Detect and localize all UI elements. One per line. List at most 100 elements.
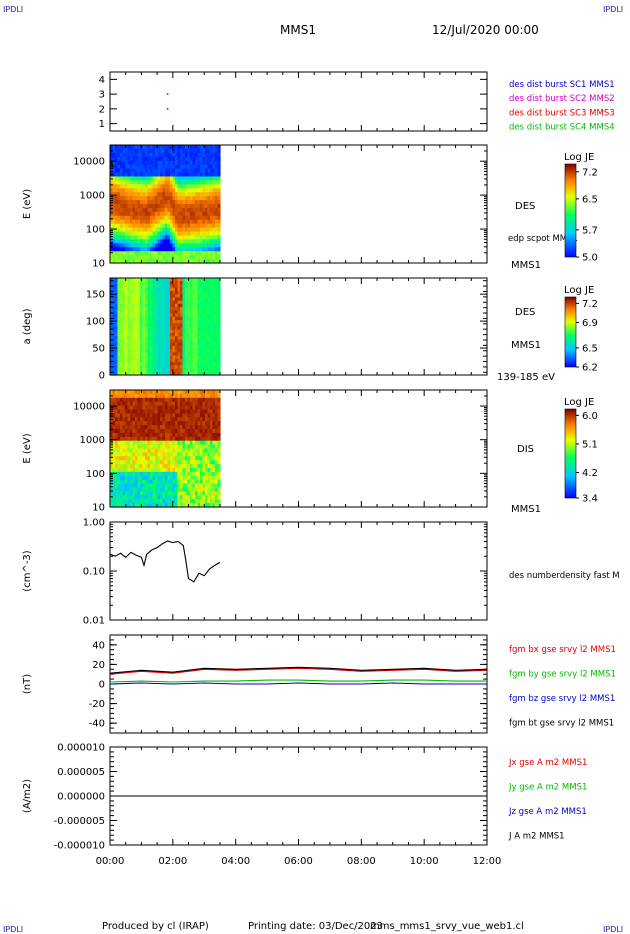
heatmap-cell <box>174 281 179 286</box>
heatmap-cell <box>122 336 126 341</box>
heatmap-cell <box>187 310 191 315</box>
heatmap-cell <box>129 188 134 193</box>
heatmap-cell <box>192 200 196 205</box>
heatmap-cell <box>167 352 171 357</box>
heatmap-cell <box>152 432 156 438</box>
heatmap-cell <box>122 247 126 252</box>
heatmap-cell <box>159 326 164 331</box>
heatmap-cell <box>184 172 189 178</box>
heatmap-cell <box>122 255 126 260</box>
heatmap-cell <box>164 421 169 426</box>
heatmap-cell <box>139 471 144 477</box>
heatmap-cell <box>207 152 211 158</box>
heatmap-cell <box>147 200 151 205</box>
heatmap-cell <box>189 251 194 256</box>
heatmap-cell <box>189 239 194 244</box>
heatmap-cell <box>177 281 181 286</box>
heatmap-cell <box>167 436 171 442</box>
heatmap-cell <box>179 215 184 221</box>
heatmap-cell <box>174 287 179 292</box>
heatmap-cell <box>127 184 131 189</box>
heatmap-cell <box>117 164 121 170</box>
heatmap-cell <box>132 164 136 170</box>
heatmap-cell <box>152 320 156 324</box>
heatmap-cell <box>202 417 206 422</box>
heatmap-cell <box>192 460 196 465</box>
heatmap-cell <box>154 444 159 450</box>
heatmap-cell <box>117 196 121 201</box>
heatmap-cell <box>117 294 121 298</box>
heatmap-cell <box>124 184 129 189</box>
heatmap-cell <box>112 329 116 334</box>
heatmap-cell <box>139 479 144 485</box>
heatmap-cell <box>132 290 136 295</box>
heatmap-cell <box>167 188 171 193</box>
heatmap-cell <box>174 368 179 373</box>
heatmap-cell <box>142 349 146 353</box>
heatmap-cell <box>164 479 169 485</box>
heatmap-cell <box>194 164 199 170</box>
heatmap-cell <box>142 352 146 357</box>
heatmap-cell <box>217 235 221 240</box>
heatmap-cell <box>184 235 189 240</box>
x-tick-label: 04:00 <box>221 856 250 867</box>
heatmap-cell <box>197 281 201 286</box>
heatmap-cell <box>207 345 211 350</box>
heatmap-cell <box>149 235 154 240</box>
heatmap-cell <box>197 251 201 256</box>
heatmap-cell <box>207 464 211 469</box>
heatmap-cell <box>159 397 164 403</box>
heatmap-cell <box>164 432 169 438</box>
heatmap-cell <box>204 401 209 407</box>
heatmap-cell <box>154 192 159 197</box>
heatmap-cell <box>124 152 129 158</box>
heatmap-cell <box>172 316 176 321</box>
heatmap-cell <box>184 223 189 229</box>
heatmap-cell <box>119 156 124 162</box>
heatmap-cell <box>214 152 219 158</box>
heatmap-cell <box>154 303 159 308</box>
heatmap-cell <box>212 231 216 237</box>
heatmap-cell <box>149 329 154 334</box>
heatmap-cell <box>189 352 194 357</box>
heatmap-cell <box>147 156 151 162</box>
heatmap-cell <box>124 339 129 344</box>
y-tick-label: 0.10 <box>83 567 105 578</box>
heatmap-cell <box>162 436 166 442</box>
heatmap-cell <box>209 425 214 430</box>
heatmap-cell <box>194 425 199 430</box>
heatmap-cell <box>192 223 196 229</box>
heatmap-cell <box>207 405 211 411</box>
heatmap-cell <box>152 352 156 357</box>
heatmap-cell <box>147 495 151 500</box>
heatmap-cell <box>127 145 131 150</box>
heatmap-cell <box>117 409 121 414</box>
heatmap-cell <box>149 192 154 197</box>
heatmap-cell <box>119 471 124 477</box>
heatmap-cell <box>110 294 114 298</box>
heatmap-cell <box>199 184 204 189</box>
heatmap-cell <box>174 329 179 334</box>
heatmap-cell <box>214 339 219 344</box>
heatmap-cell <box>217 409 221 414</box>
heatmap-cell <box>197 211 201 217</box>
heatmap-cell <box>142 345 146 350</box>
heatmap-cell <box>117 432 121 438</box>
heatmap-cell <box>192 247 196 252</box>
heatmap-cell <box>144 355 149 360</box>
heatmap-cell <box>144 145 149 150</box>
heatmap-cell <box>167 365 171 370</box>
heatmap-cell <box>152 156 156 162</box>
heatmap-cell <box>192 429 196 434</box>
heatmap-cell <box>164 227 169 233</box>
y-tick-label: 10 <box>92 503 105 514</box>
heatmap-cell <box>134 499 139 504</box>
heatmap-cell <box>184 417 189 422</box>
heatmap-cell <box>119 227 124 233</box>
heatmap-cell <box>149 417 154 422</box>
heatmap-cell <box>119 358 124 363</box>
heatmap-cell <box>164 345 169 350</box>
heatmap-cell <box>209 397 214 403</box>
heatmap-cell <box>202 326 206 331</box>
heatmap-cell <box>149 251 154 256</box>
